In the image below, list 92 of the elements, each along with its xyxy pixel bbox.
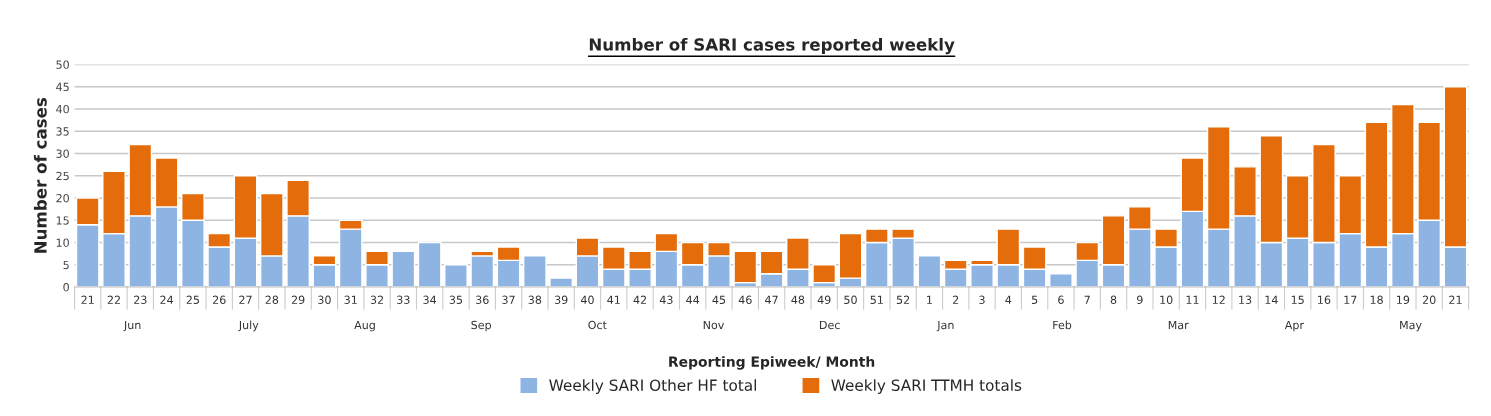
x-tick-label: 16 <box>1318 295 1331 304</box>
x-tick-label: 13 <box>1239 295 1252 304</box>
bar <box>470 255 495 288</box>
y-tick-label: 5 <box>63 260 69 270</box>
y-tick-label: 20 <box>56 193 69 203</box>
bar <box>1049 272 1073 288</box>
x-tick-label: 12 <box>1212 295 1225 304</box>
x-tick-label: 47 <box>765 295 778 304</box>
x-tick-label: 24 <box>160 295 174 304</box>
x-tick-label: 44 <box>686 295 700 304</box>
x-tick-label: 49 <box>817 295 831 304</box>
text: Dec <box>820 320 840 330</box>
text: July <box>238 320 259 332</box>
x-tick-label: 31 <box>344 295 357 304</box>
x-tick-label: 43 <box>659 295 673 304</box>
y-tick-label: 25 <box>56 171 69 181</box>
text: Apr <box>1284 320 1304 332</box>
x-tick-label: 9 <box>1137 295 1143 304</box>
x-axis-title: Reporting Epiweek/ Month <box>669 356 875 370</box>
bar <box>733 250 758 284</box>
x-tick-label: 39 <box>554 295 568 304</box>
text: Feb <box>1053 320 1072 330</box>
x-tick-label: 11 <box>1186 295 1199 304</box>
x-tick-label: 32 <box>370 295 383 304</box>
y-axis-title: Number of cases <box>33 97 47 253</box>
x-tick-label: 14 <box>1265 295 1278 304</box>
x-tick-label: 22 <box>107 295 120 304</box>
x-tick-label: 7 <box>1084 295 1090 304</box>
y-tick-label: 40 <box>56 104 69 114</box>
x-tick-label: 20 <box>1422 295 1436 304</box>
x-tick-label: 48 <box>791 295 805 304</box>
x-tick-label: 30 <box>318 295 331 304</box>
x-tick-label: 38 <box>528 295 542 304</box>
bar <box>444 264 468 288</box>
x-tick-label: 17 <box>1344 295 1357 304</box>
x-tick-label: 26 <box>212 295 226 304</box>
bar <box>917 255 942 288</box>
chart-title: Number of SARI cases reported weekly <box>589 37 955 55</box>
legend-label: Weekly SARI Other HF total <box>549 379 756 394</box>
bar <box>391 250 416 288</box>
x-tick-label: 40 <box>580 295 594 304</box>
text: May <box>1400 320 1422 332</box>
x-tick-label: 8 <box>1110 295 1117 304</box>
x-tick-label: 25 <box>186 295 200 304</box>
x-tick-label: 27 <box>239 295 252 304</box>
x-tick-label: 34 <box>423 295 437 304</box>
x-tick-label: 1 <box>927 295 932 304</box>
y-tick-label: 0 <box>63 283 69 292</box>
x-tick-label: 21 <box>1449 295 1462 304</box>
y-tick-label: 35 <box>56 127 69 136</box>
x-tick-label: 6 <box>1058 295 1064 304</box>
x-tick-label: 46 <box>738 295 752 304</box>
x-tick-label: 18 <box>1370 295 1383 304</box>
x-tick-label: 3 <box>979 295 985 304</box>
x-tick-label: 50 <box>844 295 857 304</box>
x-tick-label: 19 <box>1397 295 1410 304</box>
text: Nov <box>703 320 725 330</box>
x-tick-label: 28 <box>265 295 279 304</box>
y-tick-label: 15 <box>56 216 69 225</box>
legend-label: Weekly SARI TTMH totals <box>831 379 1022 394</box>
x-tick-label: 45 <box>712 295 726 304</box>
x-tick-label: 21 <box>81 295 94 304</box>
y-tick-label: 10 <box>56 238 69 247</box>
x-tick-label: 29 <box>291 295 305 304</box>
bar <box>970 264 994 288</box>
y-tick-label: 45 <box>56 82 69 92</box>
text: Jun <box>123 320 141 332</box>
x-tick-label: 41 <box>607 295 620 304</box>
bar <box>417 241 442 288</box>
x-tick-label: 42 <box>633 295 647 304</box>
x-tick-label: 4 <box>1005 295 1012 304</box>
bar <box>522 255 547 288</box>
x-tick-label: 23 <box>134 295 147 304</box>
text: Aug <box>354 320 375 332</box>
x-tick-label: 33 <box>397 295 410 304</box>
bar <box>549 277 574 288</box>
x-tick-label: 10 <box>1160 295 1173 304</box>
bar <box>812 264 837 284</box>
x-tick-label: 52 <box>896 295 910 304</box>
x-tick-label: 35 <box>449 295 463 304</box>
text: Oct <box>588 320 607 330</box>
text: Jan <box>936 320 954 332</box>
x-tick-label: 37 <box>502 295 515 304</box>
x-tick-label: 51 <box>870 295 883 304</box>
text: Sep <box>471 320 492 332</box>
x-tick-label: 36 <box>476 295 489 304</box>
x-tick-label: 5 <box>1031 295 1038 304</box>
x-tick-label: 2 <box>953 295 959 304</box>
text: Mar <box>1168 320 1189 330</box>
y-tick-label: 30 <box>56 149 69 158</box>
y-tick-label: 50 <box>56 60 69 69</box>
x-tick-label: 15 <box>1291 295 1304 304</box>
